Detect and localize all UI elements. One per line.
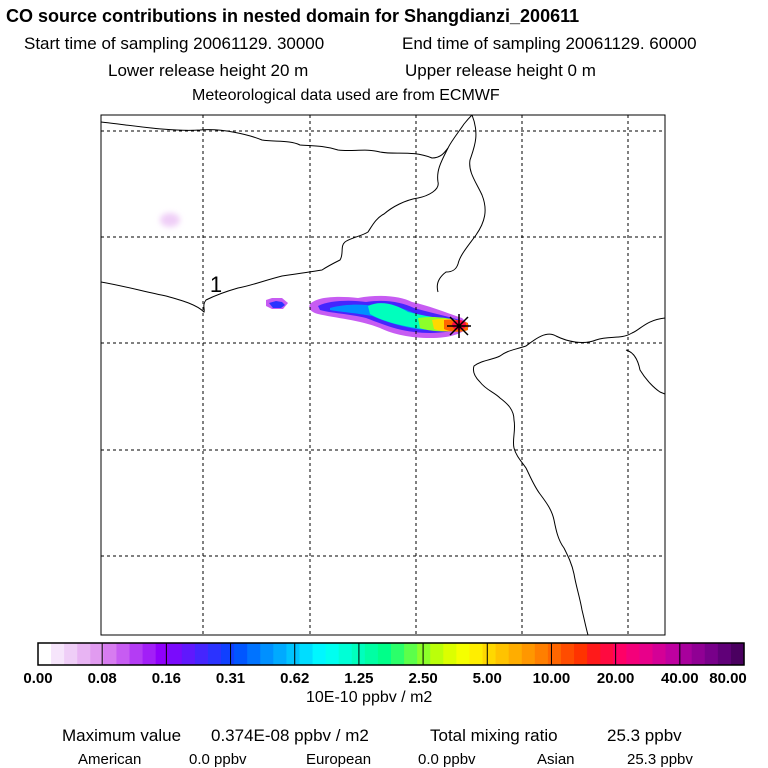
colorbar-cell xyxy=(273,643,287,665)
colorbar-cell xyxy=(404,643,418,665)
colorbar-cell xyxy=(364,643,379,665)
colorbar-cell xyxy=(626,643,640,665)
colorbar-cell xyxy=(234,643,248,665)
colorbar-tick-label: 0.31 xyxy=(215,670,246,687)
colorbar-cell xyxy=(443,643,457,665)
end-time-label: End time of sampling 20061129. 60000 xyxy=(402,34,697,53)
colorbar-cell xyxy=(129,643,144,665)
american-label: American xyxy=(78,751,142,768)
colorbar-cell xyxy=(521,643,536,665)
colorbar-cell xyxy=(312,643,327,665)
contour-label: 1 xyxy=(210,272,222,297)
max-value: 0.374E-08 ppbv / m2 xyxy=(211,726,369,745)
colorbar-cell xyxy=(469,643,484,665)
meteorological-data-label: Meteorological data used are from ECMWF xyxy=(192,87,500,104)
colorbar-cell xyxy=(574,643,588,665)
colorbar-cell xyxy=(391,643,405,665)
colorbar-cell xyxy=(547,643,562,665)
colorbar-cell xyxy=(482,643,497,665)
plume-core-small xyxy=(269,301,285,308)
plot-title: CO source contributions in nested domain… xyxy=(6,6,580,26)
colorbar-cell xyxy=(534,643,549,665)
colorbar-cell xyxy=(194,643,209,665)
colorbar-cell xyxy=(678,643,693,665)
colorbar-cell xyxy=(508,643,523,665)
american-value: 0.0 ppbv xyxy=(189,751,247,768)
colorbar-cell xyxy=(286,643,301,665)
start-time-label: Start time of sampling 20061129. 30000 xyxy=(24,34,325,53)
colorbar-dividers xyxy=(101,643,681,665)
colorbar-cell xyxy=(90,643,104,665)
colorbar-cell xyxy=(613,643,627,665)
colorbar-cell xyxy=(116,643,131,665)
colorbar-cell xyxy=(77,643,91,665)
colorbar-cell xyxy=(260,643,274,665)
max-value-label: Maximum value xyxy=(62,726,182,745)
colorbar-tick-label: 0.00 xyxy=(23,670,53,687)
colorbar-units: 10E-10 ppbv / m2 xyxy=(306,689,433,706)
colorbar-cell xyxy=(168,643,183,665)
colorbar-cell xyxy=(299,643,314,665)
colorbar-cell xyxy=(325,643,340,665)
colorbar-cell xyxy=(51,643,65,665)
european-label: European xyxy=(306,751,372,768)
colorbar-cell xyxy=(103,643,118,665)
total-mixing-ratio-value: 25.3 ppbv xyxy=(607,726,682,745)
colorbar-cell xyxy=(38,643,52,665)
colorbar-cell xyxy=(142,643,157,665)
asian-value: 25.3 ppbv xyxy=(627,751,693,768)
colorbar-cell xyxy=(430,643,444,665)
colorbar-cell xyxy=(181,643,196,665)
colorbar-cell xyxy=(652,643,667,665)
colorbar-cell xyxy=(377,643,392,665)
colorbar-cell xyxy=(600,643,614,665)
colorbar-tick-label: 80.00 xyxy=(709,670,747,687)
upper-release-height-label: Upper release height 0 m xyxy=(405,61,596,80)
concentration-plume xyxy=(160,213,470,338)
colorbar-cell xyxy=(155,643,170,665)
receptor-marker xyxy=(447,314,471,338)
asian-label: Asian xyxy=(537,751,575,768)
colorbar-cell xyxy=(639,643,654,665)
colorbar-cell xyxy=(417,643,431,665)
colorbar-cell xyxy=(730,643,745,665)
map-frame xyxy=(100,114,666,636)
colorbar-cell xyxy=(587,643,601,665)
colorbar-tick-label: 5.00 xyxy=(472,670,502,687)
colorbar-tick-label: 0.62 xyxy=(280,670,310,687)
colorbar-tick-label: 20.00 xyxy=(596,670,635,687)
colorbar-tick-label: 40.00 xyxy=(661,670,699,687)
colorbar-tick-label: 0.16 xyxy=(151,670,181,687)
european-value: 0.0 ppbv xyxy=(418,751,476,768)
colorbar-cell xyxy=(456,643,471,665)
colorbar-cell xyxy=(691,643,706,665)
colorbar-frame xyxy=(37,642,745,666)
colorbar-cell xyxy=(207,643,222,665)
colorbar-cell xyxy=(338,643,353,665)
country-borders xyxy=(101,115,665,635)
colorbar-tick-label: 10.00 xyxy=(532,670,571,687)
colorbar-tick-label: 1.25 xyxy=(344,670,374,687)
lat-lon-grid xyxy=(101,115,665,635)
colorbar-cell xyxy=(64,643,78,665)
lower-release-height-label: Lower release height 20 m xyxy=(108,61,309,80)
colorbar-cell xyxy=(560,643,575,665)
colorbar-cell xyxy=(221,643,235,665)
colorbar-tick-label: 0.08 xyxy=(87,670,117,687)
total-mixing-ratio-label: Total mixing ratio xyxy=(430,726,558,745)
colorbar-cell xyxy=(247,643,261,665)
colorbar-cells xyxy=(38,643,745,665)
colorbar-cell xyxy=(495,643,510,665)
colorbar-tick-label: 2.50 xyxy=(408,670,438,687)
colorbar-cell xyxy=(665,643,680,665)
plume-patch-faint xyxy=(160,213,180,227)
colorbar-cell xyxy=(704,643,719,665)
colorbar-cell xyxy=(717,643,732,665)
